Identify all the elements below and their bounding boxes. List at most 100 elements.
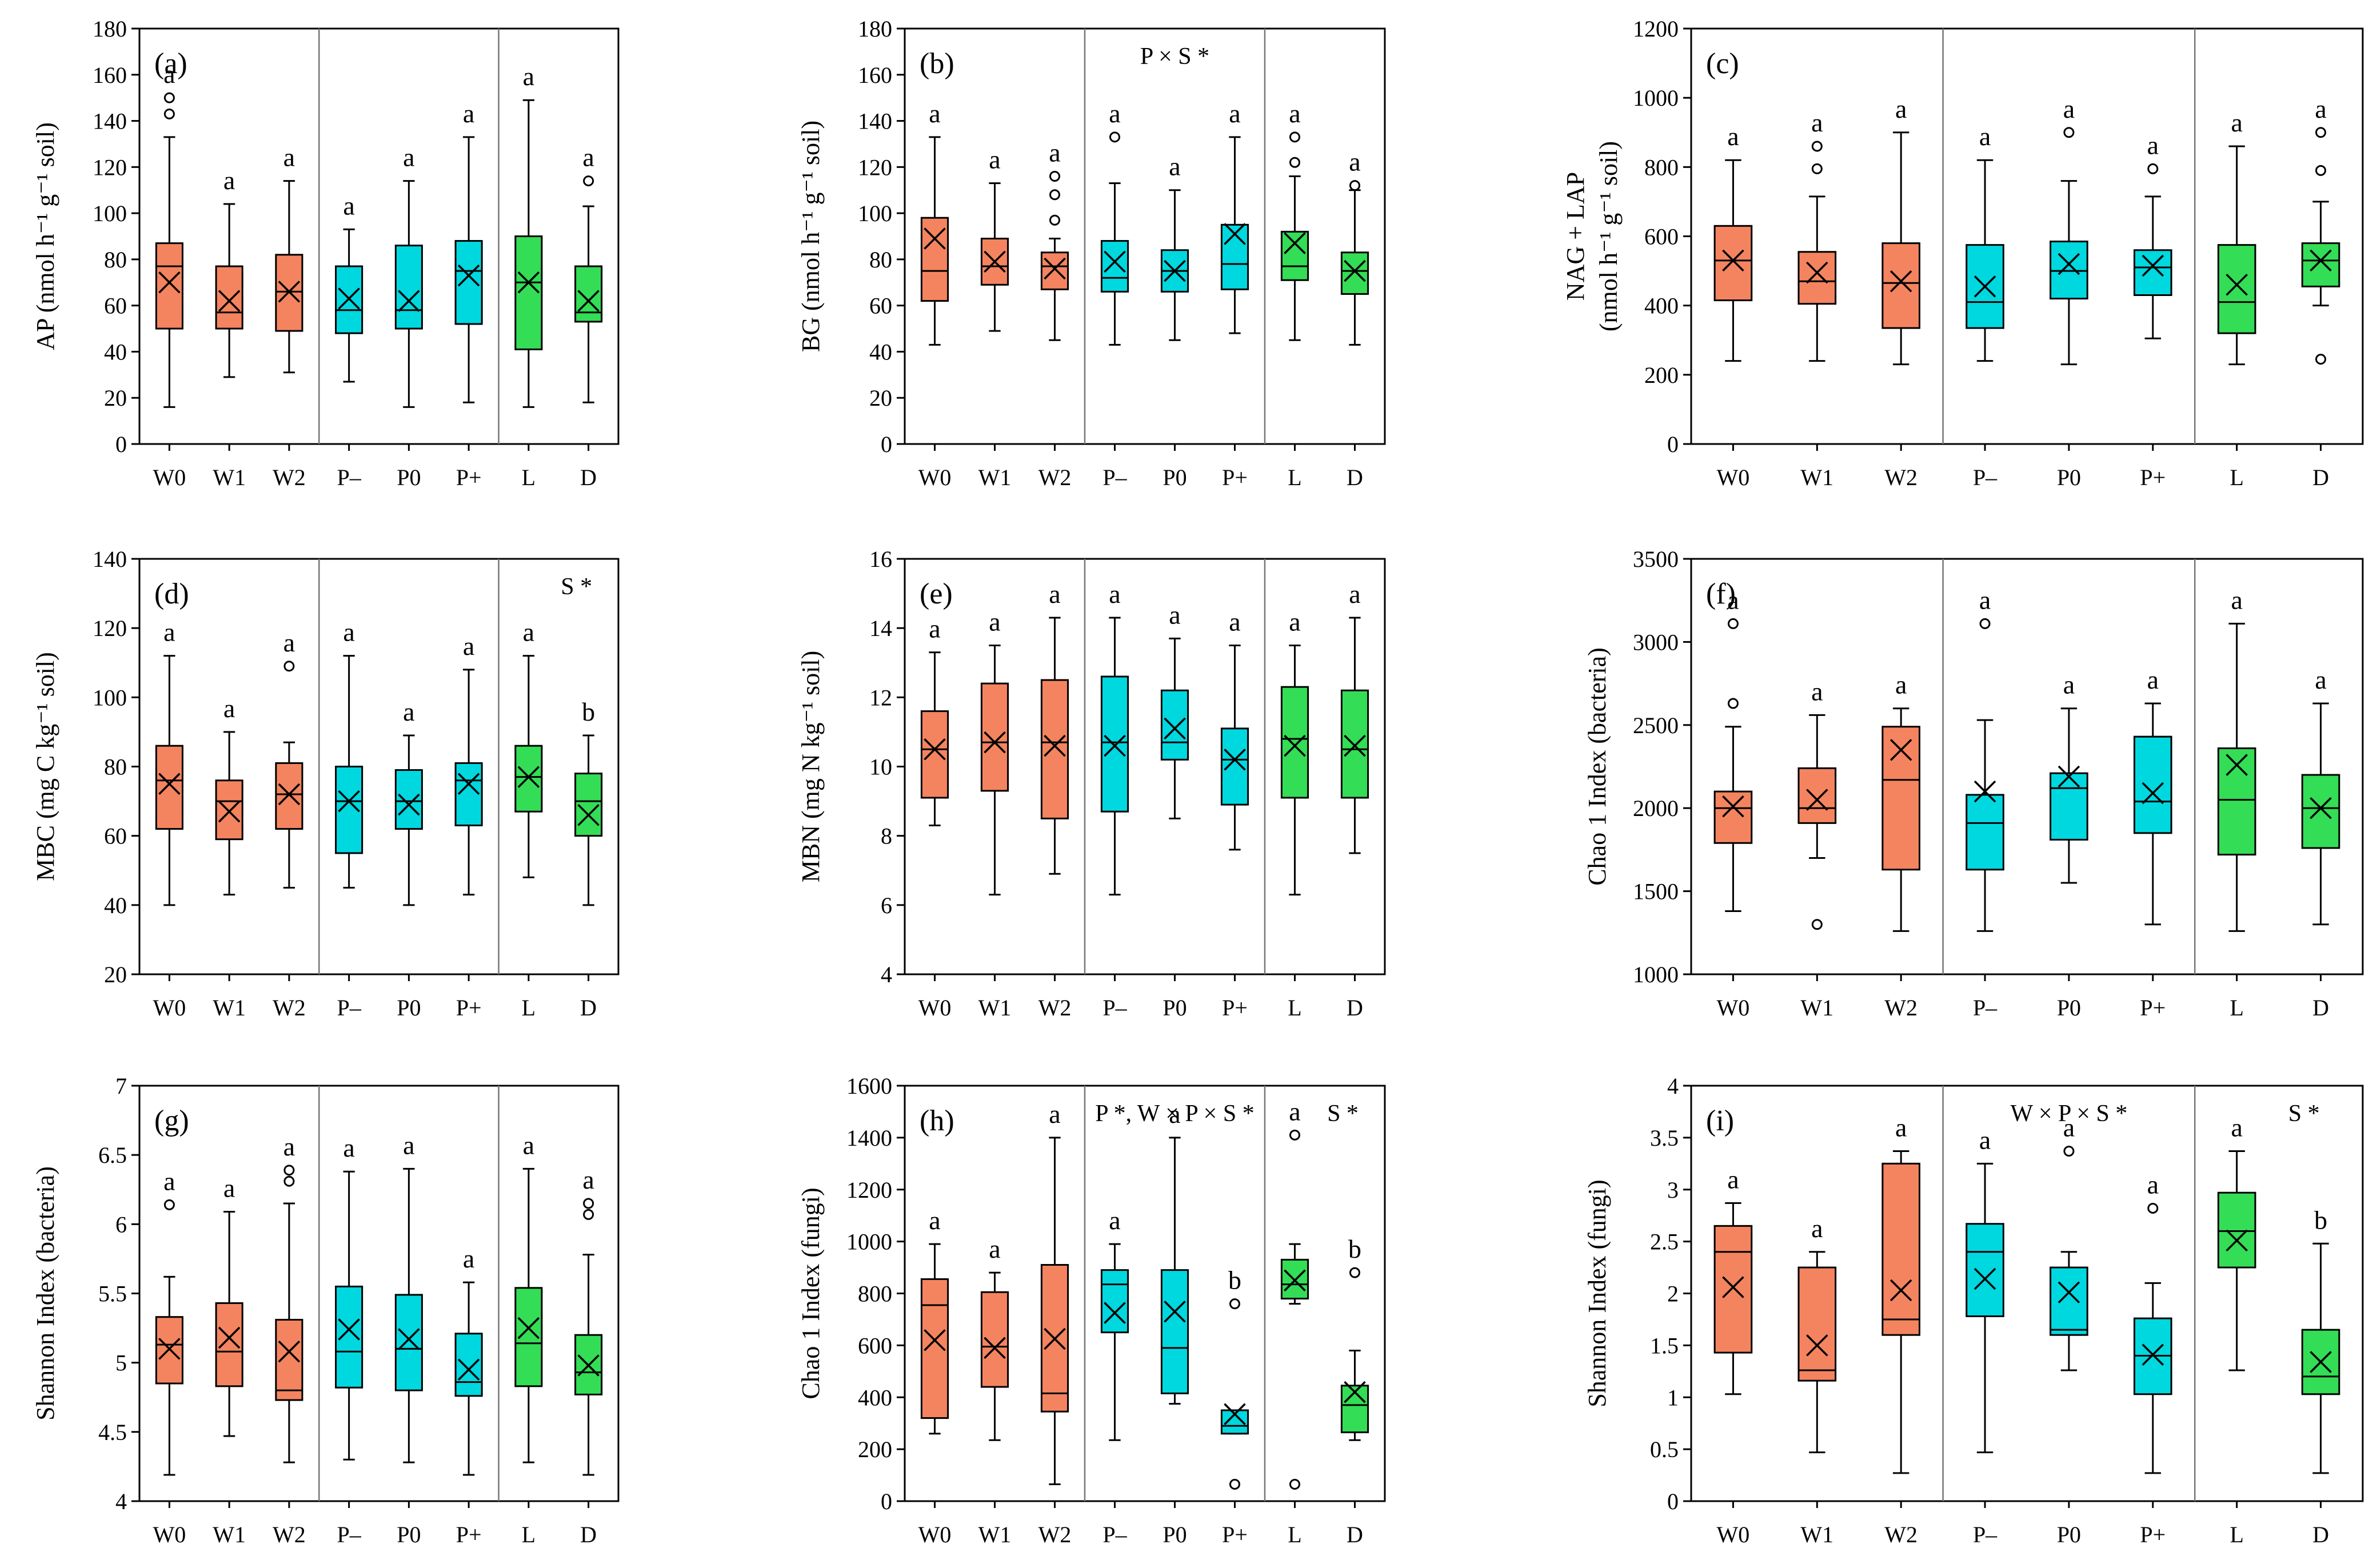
box-D: Db [2301,1205,2340,1547]
box-L: La [514,1130,543,1547]
panel-tag: (e) [920,578,953,610]
y-tick-label: 1200 [1633,16,1679,42]
significance-letter: a [929,614,940,643]
x-tick-label: W0 [1717,465,1750,490]
y-tick-label: 4.5 [98,1419,127,1445]
box-P0: P0 a [2050,670,2088,1021]
mean-marker [1722,249,1744,272]
box-iqr [514,745,543,813]
x-tick-label: D [1347,465,1363,490]
box-iqr [1797,767,1837,824]
panel-tag: (f) [1706,578,1736,610]
x-tick-label: P0 [2057,1522,2081,1547]
y-axis-label: Shannon Index (fungi) [1583,1179,1611,1407]
box-iqr [1160,1269,1189,1394]
panel-tag: (g) [154,1105,189,1137]
outlier-point [163,1199,175,1210]
outlier-point [1811,163,1823,174]
y-tick-label: 120 [93,154,127,180]
mean-marker [517,271,540,294]
x-tick-label: L [1288,1522,1301,1547]
mean-marker [2058,765,2080,788]
box-W1: W1 a [213,694,246,1021]
mean-marker [1806,789,1828,811]
x-tick-label: W2 [1884,1522,1917,1547]
plot-frame [904,1085,1386,1502]
outlier-point [2147,1202,2159,1214]
y-tick-label: 60 [869,293,892,319]
mean-marker [1344,1381,1366,1403]
box-iqr [1160,689,1189,761]
y-tick-label: 2000 [1633,795,1679,821]
outlier-point [1349,1267,1360,1278]
x-tick-label: W1 [1800,465,1833,490]
panel-b: 0 20 40 60 80 100 120 140 160 180 (b) P × S * BG (nm… [797,16,1386,490]
significance-letter: b [1348,1234,1361,1263]
significance-letter: a [523,618,534,647]
significance-letter: a [163,618,175,647]
mean-marker [984,731,1006,754]
box-iqr [1340,251,1369,295]
mean-marker [1973,780,1996,803]
significance-letter: a [1109,99,1120,128]
outlier-point [283,661,295,672]
y-tick-label: 140 [93,109,127,134]
x-tick-label: L [522,465,536,490]
box-W2: W2 a [273,628,306,1021]
significance-letter: a [1289,607,1300,636]
x-tick-label: D [580,995,597,1021]
y-tick-label: 2500 [1633,713,1679,738]
significance-letter: b [1228,1266,1241,1295]
y-tick-label: 800 [1644,154,1679,180]
outlier-point [163,92,175,103]
box-iqr [2301,774,2340,849]
y-tick-label: 7 [115,1073,127,1099]
x-tick-label: D [2312,995,2329,1021]
x-tick-label: L [2230,1522,2243,1547]
x-tick-label: W1 [213,465,246,490]
plot-frame [1690,558,2364,975]
x-tick-label: P0 [397,995,421,1021]
panel-h: 0 200 400 600 800 1000 1200 1400 1600 (h) P *, W ×… [797,1073,1386,1547]
x-tick-label: P+ [2140,995,2166,1021]
y-axis-label: MBC (mg C kg⁻¹ soil) [31,652,59,881]
panel-f: 1000 1500 2000 2500 3000 3500 (f) Chao 1 Index … [1583,546,2364,1021]
box-iqr [2134,249,2172,296]
box-W0: W0 a [918,1206,952,1547]
significance-letter: a [1049,1099,1060,1129]
box-iqr [454,1333,483,1397]
box-iqr [1965,1223,2004,1317]
box-W0: W0 a [1713,1165,1753,1547]
mean-marker [2226,274,2248,296]
box-P0: P0 a [2050,94,2088,490]
x-tick-label: W1 [978,995,1012,1021]
outlier-point [1049,189,1060,201]
box-iqr [2050,241,2088,300]
significance-letter: a [163,59,175,89]
mean-marker [1164,1301,1186,1323]
mean-marker [278,783,301,806]
significance-letter: a [2231,585,2242,614]
x-tick-label: L [1288,465,1301,490]
y-tick-label: 600 [1644,224,1679,250]
panel-g: 4 4.5 5 5.5 6 6.5 7 (g) Shannon Index (bacteria)… [31,1073,620,1547]
mean-marker [2310,1351,2332,1373]
y-tick-label: 140 [858,109,892,134]
box-P–: P– a [1100,579,1129,1021]
mean-marker [984,250,1006,273]
significance-letter: a [1169,152,1180,181]
outlier-point [1289,1478,1300,1490]
x-tick-label: P0 [1162,465,1186,490]
box-L: La [514,62,543,490]
outlier-point [1979,618,1991,629]
y-tick-label: 5.5 [98,1281,127,1307]
box-W1: W1 a [1797,108,1837,490]
mean-marker [158,773,181,795]
y-tick-label: 1000 [846,1229,892,1255]
x-tick-label: W0 [1717,995,1750,1021]
box-iqr [155,745,183,830]
x-tick-label: P+ [1222,1522,1248,1547]
y-tick-label: 140 [93,546,127,572]
mean-marker [398,1328,420,1350]
